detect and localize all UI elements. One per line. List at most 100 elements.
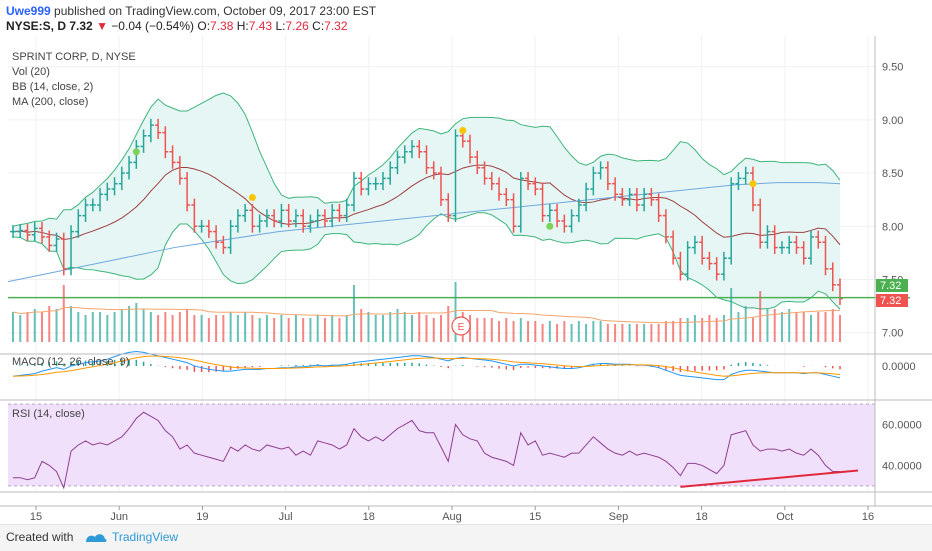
macd-signal-line <box>12 355 841 377</box>
ohlc-bar <box>365 177 372 196</box>
earnings-circle[interactable] <box>451 316 471 336</box>
price-tick-label: 8.50 <box>882 168 903 180</box>
bb-basis-line <box>12 164 841 246</box>
ohlc-bar <box>735 171 742 191</box>
ohlc-bar <box>807 230 814 265</box>
ohlc-bar <box>300 209 307 233</box>
ohlc-bar <box>68 225 75 276</box>
price-change: −0.04 (−0.54%) <box>111 19 195 33</box>
ohlc-bar <box>213 225 220 249</box>
tradingview-brand-link[interactable]: TradingView <box>112 530 179 544</box>
ohlc-bar <box>641 187 648 212</box>
author-link[interactable]: Uwe999 <box>6 4 51 18</box>
ohlc-bar <box>626 187 633 207</box>
tradingview-logo-icon <box>86 534 107 542</box>
ohlc-bar <box>278 203 285 228</box>
ohlc-bar <box>517 171 524 233</box>
rsi-tick-label: 40.0000 <box>882 460 922 472</box>
axes: 9.509.008.508.007.507.0015Jun19Jul18Aug1… <box>0 36 932 523</box>
ohlc-bar <box>82 198 89 223</box>
ohlc-bar <box>786 235 793 254</box>
signal-dot <box>459 126 467 134</box>
ohlc-bar <box>619 187 626 207</box>
ohlc-bar <box>17 224 24 238</box>
ohlc-bar <box>350 171 357 212</box>
open-value: 7.38 <box>210 19 234 33</box>
earnings-label: E <box>458 322 465 333</box>
ohlc-bar <box>423 145 430 175</box>
ohlc-bar <box>416 140 423 159</box>
symbol-label: NYSE:S, D <box>6 19 67 33</box>
ohlc-bar <box>503 187 510 207</box>
ohlc-bar <box>532 177 539 196</box>
ohlc-bar <box>525 171 532 191</box>
ohlc-bar <box>169 145 176 169</box>
ohlc-bar <box>249 203 256 233</box>
ohlc-bar <box>329 203 336 228</box>
ohlc-bar <box>684 241 691 281</box>
time-tick-label: Jul <box>279 511 293 523</box>
bb-lower-band <box>12 212 841 310</box>
close-price-tag: 7.32 <box>880 295 901 307</box>
time-tick-label: 18 <box>363 511 375 523</box>
ohlc-bar <box>633 187 640 212</box>
close-label: C: <box>312 19 325 33</box>
earnings-marker[interactable]: E <box>451 316 471 336</box>
ohlc-bar <box>778 241 785 254</box>
legend-vol: Vol (20) <box>12 66 50 78</box>
signal-dot <box>248 194 256 202</box>
legend-macd: MACD (12, 26, close, 9) <box>12 356 129 368</box>
ohlc-bar <box>713 257 720 281</box>
ohlc-bar <box>176 156 183 185</box>
last-price-tag: 7.32 7.32 <box>876 279 908 307</box>
ohlc-bar <box>655 193 662 223</box>
ohlc-bar <box>670 230 677 265</box>
ohlc-bar <box>227 219 234 254</box>
ohlc-bar <box>343 198 350 223</box>
ohlc-bar <box>699 235 706 265</box>
last-price: 7.32 <box>69 19 93 33</box>
ohlc-bar <box>24 224 31 242</box>
ohlc-bar <box>408 140 415 159</box>
ohlc-bar <box>104 182 111 201</box>
ohlc-bar <box>60 232 67 276</box>
ohlc-bar <box>539 182 546 223</box>
ohlc-bar <box>438 166 445 207</box>
publish-line: Uwe999 published on TradingView.com, Oct… <box>6 4 376 18</box>
ohlc-line: NYSE:S, D 7.32 ▼ −0.04 (−0.54%) O:7.38 H… <box>6 19 348 33</box>
ohlc-bar <box>837 278 843 306</box>
ohlc-bar <box>205 219 212 238</box>
line-price-tag-bg <box>876 279 908 292</box>
ohlc-bar <box>89 198 96 212</box>
ohlc-bar <box>358 171 365 196</box>
ohlc-bar <box>394 150 401 175</box>
ohlc-bar <box>387 161 394 185</box>
ohlc-bar <box>430 161 437 180</box>
ohlc-bar <box>46 230 53 252</box>
ohlc-bar <box>728 177 735 265</box>
ohlc-bar <box>568 209 575 233</box>
chart-header: Uwe999 published on TradingView.com, Oct… <box>0 0 932 36</box>
close-price-tag-bg <box>876 294 908 307</box>
ohlc-bar <box>39 222 46 244</box>
ohlc-bar <box>118 166 125 191</box>
ohlc-bar <box>314 209 321 228</box>
time-tick-label: Aug <box>442 511 462 523</box>
ohlc-bar <box>575 198 582 223</box>
high-label: H: <box>236 19 249 33</box>
created-with-text: Created with <box>6 530 74 544</box>
ohlc-bar <box>764 225 771 249</box>
ohlc-bar <box>496 177 503 201</box>
ohlc-bar <box>75 209 82 238</box>
time-tick-label: 15 <box>529 511 541 523</box>
ohlc-bar <box>285 203 292 228</box>
ohlc-bar <box>379 171 386 191</box>
ohlc-bar <box>147 118 154 143</box>
ohlc-bar <box>793 235 800 254</box>
price-chart[interactable]: 9.509.008.508.007.507.0015Jun19Jul18Aug1… <box>0 36 932 524</box>
ohlc-bar <box>597 161 604 180</box>
ohlc-bar <box>742 166 749 185</box>
legend-title: SPRINT CORP, D, NYSE <box>12 51 136 63</box>
ohlc-bar <box>162 126 169 159</box>
signal-dot <box>749 180 757 188</box>
